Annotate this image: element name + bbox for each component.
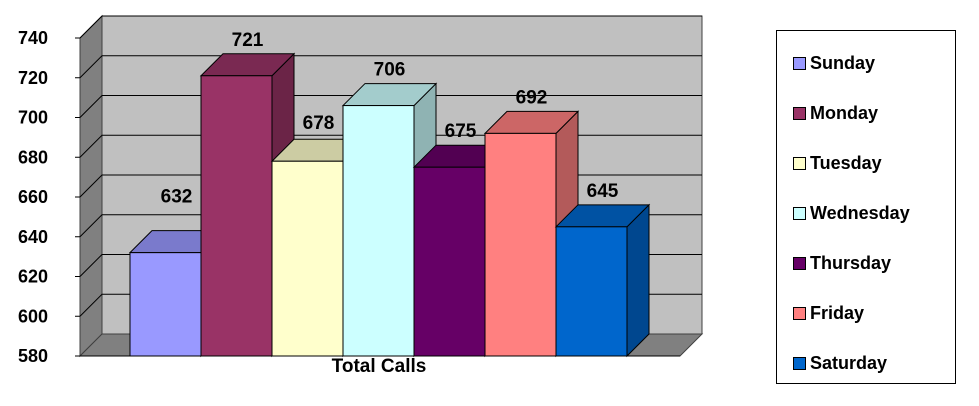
- legend-item-thursday: Thursday: [793, 253, 891, 274]
- data-label-saturday: 645: [587, 181, 619, 202]
- legend-swatch: [793, 107, 806, 120]
- legend-swatch: [793, 157, 806, 170]
- legend: Sunday Monday Tuesday Wednesday Thursday Frid…: [776, 30, 956, 384]
- x-axis-label: Total Calls: [332, 356, 427, 377]
- legend-label: Friday: [810, 303, 865, 323]
- bar-front: [200, 75, 273, 357]
- y-tick-label: 640: [18, 227, 48, 247]
- y-axis: 580 600 620 640 660 680 700 720 740: [18, 28, 80, 366]
- bar-front: [413, 166, 486, 357]
- bars: [128, 52, 651, 358]
- bar-side: [626, 203, 650, 358]
- legend-label: Saturday: [810, 353, 888, 373]
- legend-item-saturday: Saturday: [793, 353, 887, 374]
- legend-label: Thursday: [810, 253, 892, 273]
- bar-front: [484, 132, 557, 357]
- gridline: [79, 95, 702, 118]
- data-labels: 632 721 678 706 675 692 645: [161, 30, 619, 208]
- y-tick-label: 620: [18, 267, 48, 287]
- data-label-wednesday: 706: [374, 60, 406, 81]
- bar-front: [129, 252, 202, 357]
- legend-item-friday: Friday: [793, 303, 864, 324]
- bar-front: [271, 160, 344, 357]
- data-label-tuesday: 678: [303, 113, 335, 134]
- y-tick-label: 700: [18, 108, 48, 128]
- data-label-friday: 692: [516, 87, 548, 108]
- bar-front: [555, 226, 628, 357]
- legend-label: Sunday: [810, 53, 876, 73]
- bar-front: [342, 105, 415, 357]
- y-tick-label: 660: [18, 187, 48, 207]
- legend-item-monday: Monday: [793, 103, 878, 124]
- legend-item-sunday: Sunday: [793, 53, 875, 74]
- legend-swatch: [793, 257, 806, 270]
- legend-item-wednesday: Wednesday: [793, 203, 910, 224]
- legend-swatch: [793, 207, 806, 220]
- legend-label: Wednesday: [810, 203, 910, 223]
- legend-swatch: [793, 57, 806, 70]
- data-label-sunday: 632: [161, 187, 193, 208]
- y-tick-label: 600: [18, 306, 48, 326]
- bar-saturday: [554, 203, 651, 358]
- data-label-thursday: 675: [445, 121, 477, 142]
- gridline: [79, 15, 702, 39]
- y-tick-label: 740: [18, 28, 48, 48]
- legend-swatch: [793, 307, 806, 320]
- y-tick-label: 580: [18, 346, 48, 366]
- gridline: [79, 55, 702, 79]
- legend-label: Tuesday: [810, 153, 882, 173]
- data-label-monday: 721: [232, 30, 264, 51]
- legend-label: Monday: [810, 103, 879, 123]
- legend-item-tuesday: Tuesday: [793, 153, 882, 174]
- y-tick-label: 680: [18, 147, 48, 167]
- legend-swatch: [793, 357, 806, 370]
- y-tick-label: 720: [18, 68, 48, 88]
